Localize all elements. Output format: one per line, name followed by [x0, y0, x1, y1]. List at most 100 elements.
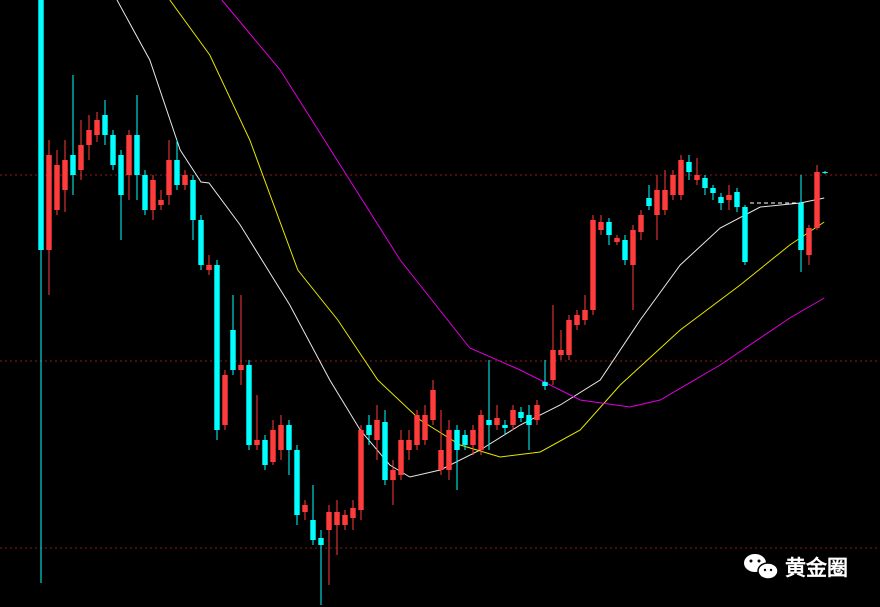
- candle-body: [38, 0, 44, 250]
- candle-body: [742, 207, 748, 262]
- candle-body: [734, 192, 740, 207]
- candle-body: [222, 375, 228, 425]
- candle-body: [502, 425, 508, 428]
- candle-body: [702, 178, 708, 188]
- candle-body: [118, 155, 124, 195]
- candle-body: [158, 200, 164, 205]
- candle-body: [406, 440, 412, 450]
- candle-body: [294, 450, 300, 515]
- candle-body: [566, 320, 572, 355]
- candle-body: [318, 538, 324, 545]
- candle-body: [494, 418, 500, 425]
- candle-body: [574, 315, 580, 325]
- moving-average-line: [169, 0, 825, 458]
- candle-body: [414, 415, 420, 445]
- watermark-icon: [744, 554, 779, 580]
- candle-body: [262, 440, 268, 465]
- candle-body: [726, 195, 732, 200]
- candle-body: [670, 175, 676, 195]
- candle-body: [182, 175, 188, 185]
- candle-body: [814, 172, 820, 228]
- candle-body: [166, 160, 172, 195]
- candle-body: [54, 165, 60, 210]
- candle-body: [806, 228, 812, 255]
- candle-body: [614, 238, 620, 242]
- candle-body: [238, 365, 244, 370]
- candle-body: [366, 425, 372, 435]
- candle-body: [518, 412, 524, 418]
- candle-body: [198, 220, 204, 265]
- candle-body: [638, 215, 644, 232]
- candle-body: [270, 430, 276, 462]
- candle-body: [454, 430, 460, 450]
- candle-body: [438, 450, 444, 470]
- candle-body: [462, 435, 468, 445]
- candle-body: [230, 330, 236, 370]
- candle-body: [654, 190, 660, 215]
- candle-body: [710, 188, 716, 193]
- candle-body: [422, 415, 428, 440]
- candle-body: [542, 382, 548, 386]
- candle-body: [678, 160, 684, 195]
- candle-body: [278, 425, 284, 450]
- candle-body: [358, 430, 364, 510]
- candle-body: [190, 180, 196, 220]
- candle-body: [326, 512, 332, 530]
- eye: [757, 559, 761, 563]
- candle-body: [110, 135, 116, 165]
- candle-body: [598, 222, 604, 230]
- candle-body: [150, 180, 156, 210]
- candle-body: [286, 425, 292, 450]
- candle-body: [662, 190, 668, 210]
- candle-body: [558, 350, 564, 355]
- candle-body: [398, 440, 404, 475]
- plot-area: [38, 0, 828, 605]
- candle-body: [630, 230, 636, 265]
- moving-average-line: [116, 0, 825, 478]
- candle-body: [102, 115, 108, 135]
- moving-average-line: [221, 0, 825, 408]
- candle-body: [390, 470, 396, 480]
- candle-body: [646, 198, 652, 206]
- candle-body: [430, 390, 436, 420]
- candle-body: [470, 430, 476, 445]
- candle-body: [590, 220, 596, 310]
- candle-body: [534, 405, 540, 420]
- eye: [769, 568, 773, 572]
- candle-body: [94, 120, 100, 135]
- candle-body: [622, 240, 628, 260]
- bubble: [757, 562, 779, 580]
- candle-body: [446, 430, 452, 470]
- eye: [749, 559, 753, 563]
- candle-body: [174, 160, 180, 185]
- candle-body: [582, 310, 588, 320]
- candle-body: [686, 162, 692, 172]
- candle-body: [342, 515, 348, 525]
- candle-body: [254, 440, 260, 445]
- candle-body: [134, 135, 140, 175]
- candle-body: [350, 508, 356, 518]
- candle-body: [374, 420, 380, 440]
- candle-body: [70, 155, 76, 175]
- candle-body: [798, 203, 804, 250]
- candle-body: [142, 175, 148, 210]
- candle-body: [526, 415, 532, 425]
- candle-body: [822, 172, 828, 173]
- candle-body: [206, 265, 212, 270]
- candle-body: [510, 410, 516, 425]
- candle-body: [78, 145, 84, 170]
- candle-body: [382, 422, 388, 480]
- candle-body: [694, 175, 700, 180]
- eye: [763, 568, 767, 572]
- candle-body: [718, 197, 724, 203]
- candle-body: [214, 265, 220, 430]
- candle-body: [310, 520, 316, 540]
- candle-body: [126, 135, 132, 175]
- candle-body: [246, 365, 252, 445]
- candle-body: [334, 512, 340, 525]
- candle-body: [606, 222, 612, 235]
- candle-body: [86, 130, 92, 145]
- candle-body: [302, 505, 308, 512]
